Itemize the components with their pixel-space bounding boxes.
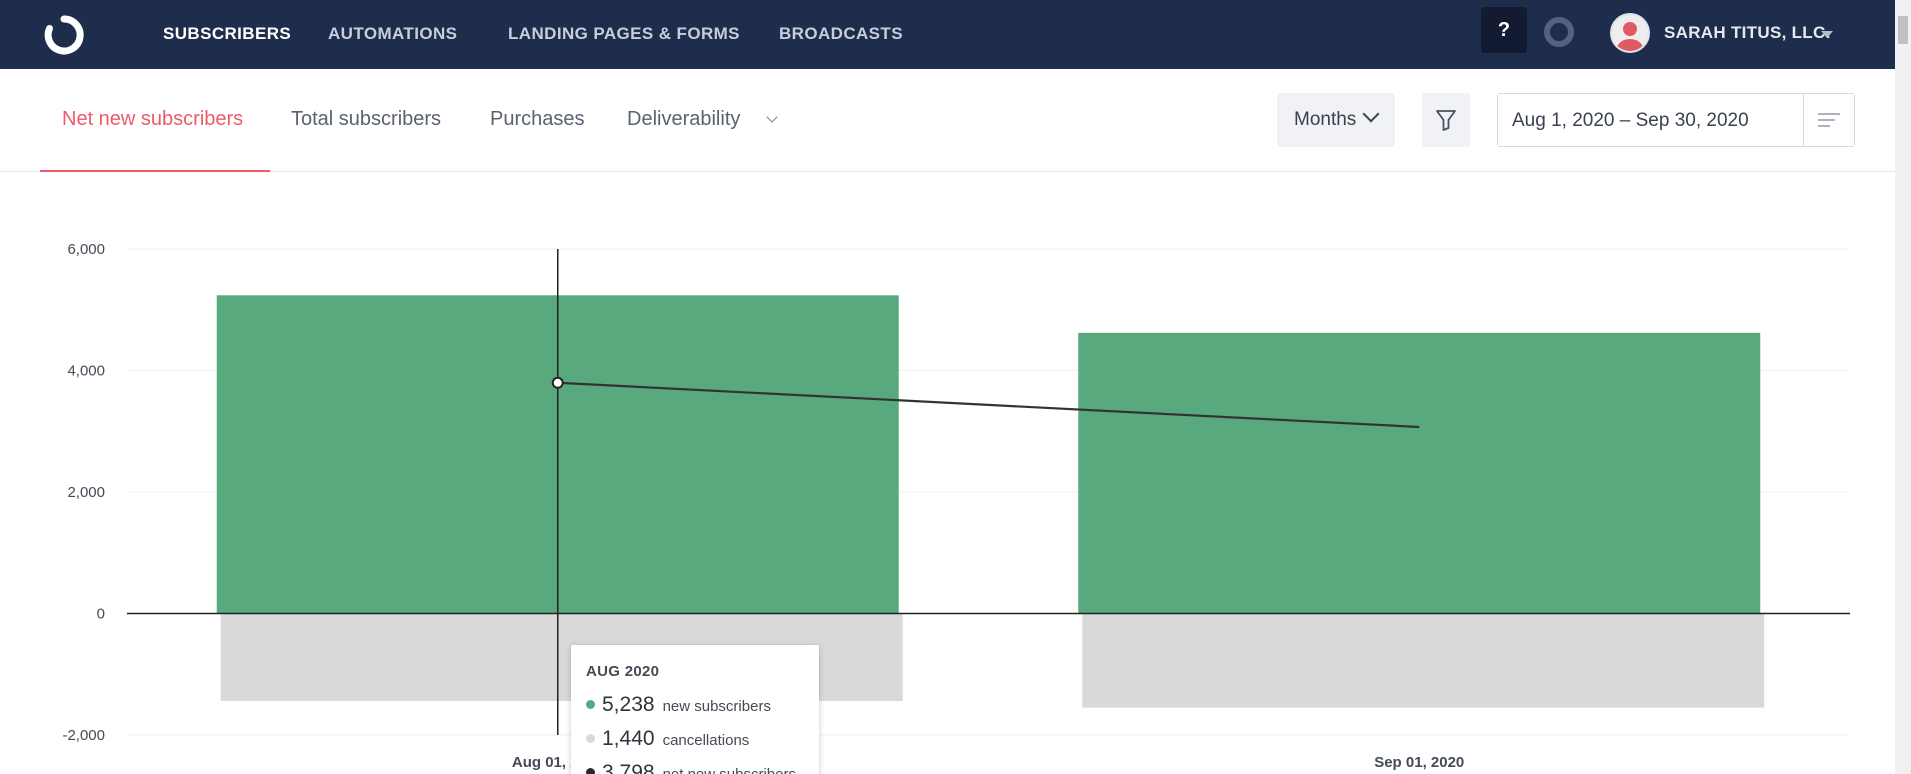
tooltip-label-cancellations: cancellations bbox=[662, 732, 750, 749]
tab-total-subscribers[interactable]: Total subscribers bbox=[291, 108, 442, 130]
active-tab-underline bbox=[40, 170, 270, 172]
notification-ring-icon[interactable] bbox=[1544, 17, 1574, 47]
y-tick-label: -2,000 bbox=[62, 727, 105, 744]
nav-item-landing-pages-forms[interactable]: LANDING PAGES & FORMS bbox=[508, 24, 740, 43]
bar-new-subscribers bbox=[1078, 332, 1761, 614]
y-tick-label: 0 bbox=[97, 606, 105, 623]
tooltip-value-new-subscribers: 5,238 bbox=[602, 693, 655, 716]
help-button[interactable]: ? bbox=[1481, 7, 1527, 53]
account-caret-down-icon[interactable] bbox=[1821, 31, 1833, 38]
date-range-divider bbox=[1803, 94, 1804, 146]
scrollbar-thumb[interactable] bbox=[1898, 16, 1908, 44]
nav-item-broadcasts[interactable]: BROADCASTS bbox=[779, 24, 903, 43]
account-name[interactable]: SARAH TITUS, LLC. bbox=[1664, 23, 1831, 42]
tooltip-dot-cancellations bbox=[586, 734, 595, 744]
convertkit-logo-icon[interactable] bbox=[40, 11, 88, 59]
tooltip-title: AUG 2020 bbox=[586, 663, 660, 680]
tooltip-label-net-new-subscribers: net new subscribers bbox=[663, 766, 796, 774]
deliverability-chevron-down-icon[interactable] bbox=[766, 111, 778, 123]
y-tick-label: 4,000 bbox=[67, 363, 105, 380]
report-tab-bar: Net new subscribers Total subscribers Pu… bbox=[0, 69, 1895, 172]
x-tick-label: Sep 01, 2020 bbox=[1374, 754, 1464, 771]
tooltip-dot-new-subscribers bbox=[586, 700, 595, 710]
y-tick-label: 2,000 bbox=[67, 484, 105, 501]
tooltip-label-new-subscribers: new subscribers bbox=[662, 698, 771, 715]
tooltip-value-net-new-subscribers: 3,798 bbox=[602, 761, 655, 774]
y-tick-label: 6,000 bbox=[67, 241, 105, 258]
tooltip-row-cancellations: 1,440 cancellations bbox=[586, 727, 749, 753]
tooltip-value-cancellations: 1,440 bbox=[602, 727, 655, 750]
page-scrollbar[interactable] bbox=[1895, 0, 1911, 774]
tab-purchases[interactable]: Purchases bbox=[490, 108, 585, 130]
net-line-hover-point bbox=[551, 376, 564, 389]
tab-net-new-subscribers[interactable]: Net new subscribers bbox=[62, 108, 244, 130]
nav-item-subscribers[interactable]: SUBSCRIBERS bbox=[163, 24, 292, 43]
period-select-button[interactable]: Months bbox=[1277, 93, 1395, 147]
period-select-label: Months bbox=[1294, 109, 1357, 130]
tooltip-row-new-subscribers: 5,238 new subscribers bbox=[586, 693, 771, 719]
filter-funnel-icon bbox=[1436, 110, 1456, 131]
net-new-subscribers-chart: -2,000 0 2,000 4,000 6,000 Aug 01, 2020 Sep 01… bbox=[0, 172, 1895, 774]
tooltip-dot-net-new-subscribers bbox=[586, 768, 595, 774]
line-net-new-subscribers bbox=[557, 381, 1420, 429]
avatar-person-icon bbox=[1617, 22, 1643, 51]
tooltip-row-net-new-subscribers: 3,798 net new subscribers bbox=[586, 761, 796, 774]
bar-cancellations bbox=[1082, 613, 1765, 708]
sort-lines-icon[interactable] bbox=[1817, 112, 1841, 128]
nav-item-automations[interactable]: AUTOMATIONS bbox=[328, 24, 458, 43]
date-range-value[interactable]: Aug 1, 2020 – Sep 30, 2020 bbox=[1512, 110, 1749, 131]
filter-button[interactable] bbox=[1422, 93, 1470, 147]
top-navigation-bar: SUBSCRIBERS AUTOMATIONS LANDING PAGES & … bbox=[0, 0, 1895, 69]
avatar[interactable] bbox=[1610, 13, 1650, 53]
tab-deliverability[interactable]: Deliverability bbox=[627, 108, 741, 130]
chart-tooltip: AUG 2020 5,238 new subscribers 1,440 cance… bbox=[571, 645, 819, 774]
period-chevron-down-icon bbox=[1362, 105, 1380, 123]
date-range-picker[interactable]: Aug 1, 2020 – Sep 30, 2020 bbox=[1497, 93, 1855, 147]
